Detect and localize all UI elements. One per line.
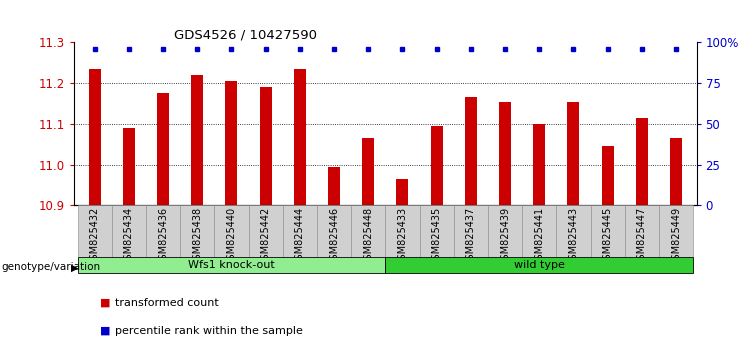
Text: percentile rank within the sample: percentile rank within the sample [115, 326, 303, 336]
Bar [419, 205, 453, 257]
Bar [636, 118, 648, 205]
Bar [625, 205, 659, 257]
Text: GSM825441: GSM825441 [534, 207, 544, 266]
Bar [534, 124, 545, 205]
Text: GSM825445: GSM825445 [602, 207, 613, 266]
Text: GSM825432: GSM825432 [90, 207, 99, 266]
Text: GSM825438: GSM825438 [192, 207, 202, 266]
Bar [89, 69, 101, 205]
Bar [488, 205, 522, 257]
Text: transformed count: transformed count [115, 298, 219, 308]
Bar [248, 205, 283, 257]
Bar [78, 257, 385, 273]
Text: GSM825435: GSM825435 [431, 207, 442, 266]
Bar [670, 138, 682, 205]
Bar [602, 146, 614, 205]
Text: ■: ■ [100, 298, 110, 308]
Text: GSM825436: GSM825436 [158, 207, 168, 266]
Bar [191, 75, 203, 205]
Text: ▶: ▶ [71, 262, 79, 272]
Bar [328, 167, 340, 205]
Bar [522, 205, 556, 257]
Bar [499, 102, 511, 205]
Text: GSM825448: GSM825448 [363, 207, 373, 266]
Text: GSM825439: GSM825439 [500, 207, 510, 266]
Bar [214, 205, 248, 257]
Text: GSM825444: GSM825444 [295, 207, 305, 266]
Bar [78, 205, 112, 257]
Bar [431, 126, 442, 205]
Text: GDS4526 / 10427590: GDS4526 / 10427590 [173, 28, 316, 41]
Bar [283, 205, 317, 257]
Text: GSM825437: GSM825437 [466, 207, 476, 266]
Bar [453, 205, 488, 257]
Bar [396, 179, 408, 205]
Text: GSM825442: GSM825442 [261, 207, 270, 266]
Text: GSM825433: GSM825433 [397, 207, 408, 266]
Bar [351, 205, 385, 257]
Text: GSM825443: GSM825443 [568, 207, 579, 266]
Bar [659, 205, 693, 257]
Bar [556, 205, 591, 257]
Bar [157, 93, 169, 205]
Text: genotype/variation: genotype/variation [1, 262, 101, 272]
Bar [123, 128, 135, 205]
Bar [317, 205, 351, 257]
Text: GSM825434: GSM825434 [124, 207, 134, 266]
Text: GSM825440: GSM825440 [227, 207, 236, 266]
Bar [146, 205, 180, 257]
Text: Wfs1 knock-out: Wfs1 knock-out [188, 260, 275, 270]
Bar [385, 205, 419, 257]
Bar [591, 205, 625, 257]
Bar [465, 97, 476, 205]
Bar [112, 205, 146, 257]
Text: wild type: wild type [514, 260, 565, 270]
Bar [294, 69, 306, 205]
Bar [568, 102, 579, 205]
Text: ■: ■ [100, 326, 110, 336]
Bar [362, 138, 374, 205]
Text: GSM825449: GSM825449 [671, 207, 681, 266]
Bar [225, 81, 237, 205]
Bar [259, 87, 272, 205]
Text: GSM825446: GSM825446 [329, 207, 339, 266]
Bar [385, 257, 693, 273]
Bar [180, 205, 214, 257]
Text: GSM825447: GSM825447 [637, 207, 647, 266]
